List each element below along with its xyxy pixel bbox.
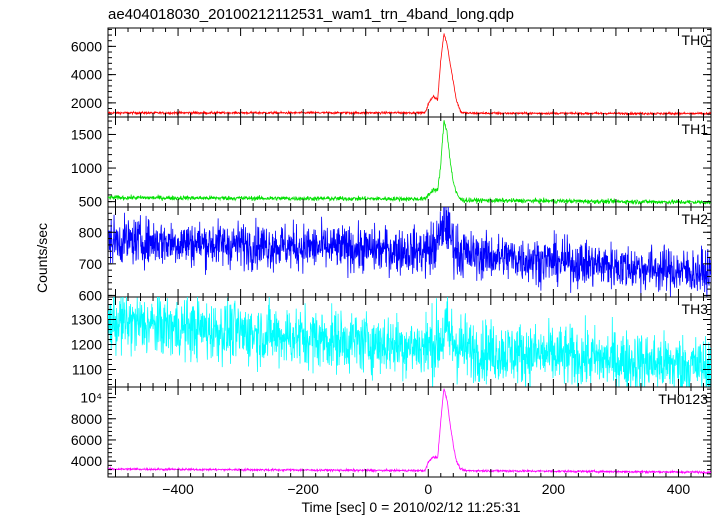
x-tick-label: −400 <box>162 481 194 497</box>
x-tick-label: 400 <box>667 481 691 497</box>
y-tick-label: 800 <box>79 224 103 240</box>
panel-label: TH0123 <box>658 391 708 407</box>
panel-frame <box>107 116 712 208</box>
y-tick-label: 700 <box>79 256 103 272</box>
panel-th0123: 4000 6000 8000 10⁴ TH0123 <box>71 386 712 478</box>
panel-frame <box>107 386 712 478</box>
panel-th2: 600 700 800 TH2 <box>79 206 712 303</box>
x-axis-label: Time [sec] 0 = 2010/02/12 11:25:31 <box>301 499 520 515</box>
panel-label: TH3 <box>682 301 709 317</box>
panel-label: TH2 <box>682 211 709 227</box>
series-line-th0123 <box>108 388 711 475</box>
chart-title: ae404018030_20100212112531_wam1_trn_4ban… <box>108 6 514 23</box>
panel-label: TH1 <box>682 121 709 137</box>
y-tick-label: 1000 <box>71 160 102 176</box>
y-tick-label: 6000 <box>71 432 102 448</box>
x-tick-label: 0 <box>424 481 432 497</box>
y-tick-label: 8000 <box>71 411 102 427</box>
y-tick-label: 1100 <box>72 362 102 378</box>
x-tick-label: 200 <box>542 481 566 497</box>
panel-label: TH0 <box>682 32 709 48</box>
series-line-th1 <box>108 120 711 206</box>
y-axis-label: Counts/sec <box>34 223 50 293</box>
series-line-th2 <box>108 207 711 297</box>
panel-th0: 2000 4000 6000 TH0 <box>71 27 712 118</box>
y-tick-label: 600 <box>79 287 103 303</box>
y-tick-label: 500 <box>79 194 103 210</box>
x-tick-label: −200 <box>287 481 319 497</box>
y-tick-label: 6000 <box>71 38 102 54</box>
y-tick-label: 10⁴ <box>80 390 102 406</box>
y-tick-label: 4000 <box>71 453 102 469</box>
x-axis: −400 −200 0 200 400 <box>162 481 690 497</box>
y-tick-label: 1200 <box>71 337 102 353</box>
panels-group: 2000 4000 6000 TH0 500 1000 1500 TH1 600 700 800 TH… <box>71 27 712 478</box>
series-line-th0 <box>108 33 711 117</box>
y-tick-label: 1500 <box>71 126 102 142</box>
panel-frame <box>107 27 712 118</box>
panel-th1: 500 1000 1500 TH1 <box>71 116 712 210</box>
y-tick-label: 1300 <box>71 312 102 328</box>
y-tick-label: 4000 <box>71 67 102 83</box>
series-line-th3 <box>108 297 711 387</box>
y-tick-label: 2000 <box>71 95 102 111</box>
